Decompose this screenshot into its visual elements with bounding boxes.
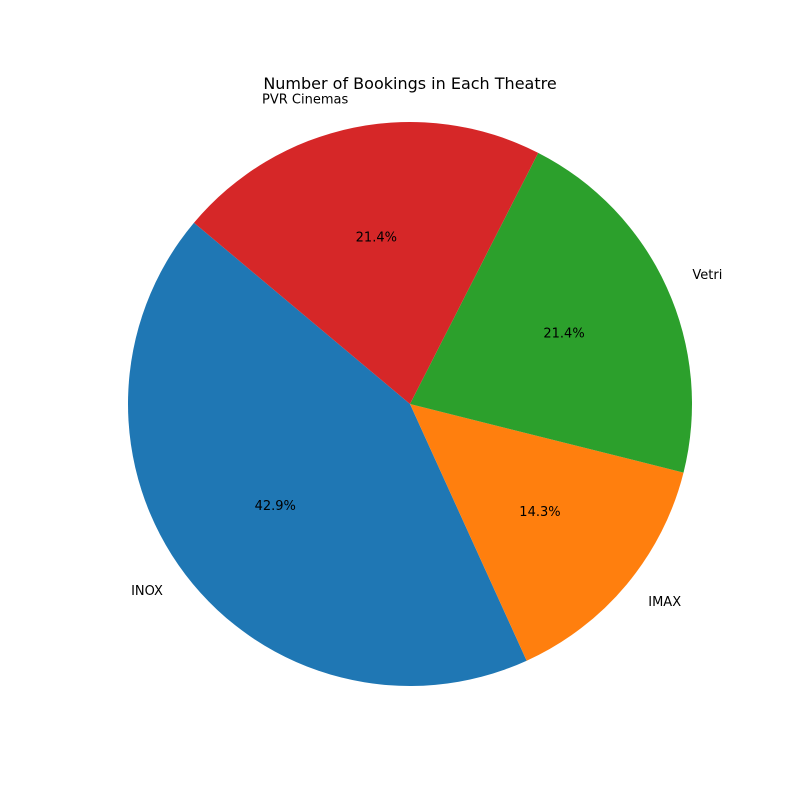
slice-label-vetri: Vetri <box>692 268 722 283</box>
chart-title: Number of Bookings in Each Theatre <box>263 74 556 93</box>
percent-label-inox: 42.9% <box>255 499 296 514</box>
percent-label-imax: 14.3% <box>519 505 560 520</box>
percent-label-vetri: 21.4% <box>543 326 584 341</box>
pie-slice-pvr-cinemas <box>193 122 539 405</box>
slice-label-inox: INOX <box>131 584 163 599</box>
pie-slice-vetri <box>410 152 692 473</box>
pie-labels: INOX 42.9% IMAX 14.3% Vetri 21.4% PVR Cinemas 2… <box>131 93 722 611</box>
slice-label-pvr-cinemas: PVR Cinemas <box>262 93 348 108</box>
pie-slice-imax <box>410 404 684 661</box>
percent-label-pvr-cinemas: 21.4% <box>356 231 397 246</box>
pie-slice-inox <box>128 222 527 686</box>
slice-label-imax: IMAX <box>648 595 681 610</box>
pie-slices <box>128 122 692 686</box>
